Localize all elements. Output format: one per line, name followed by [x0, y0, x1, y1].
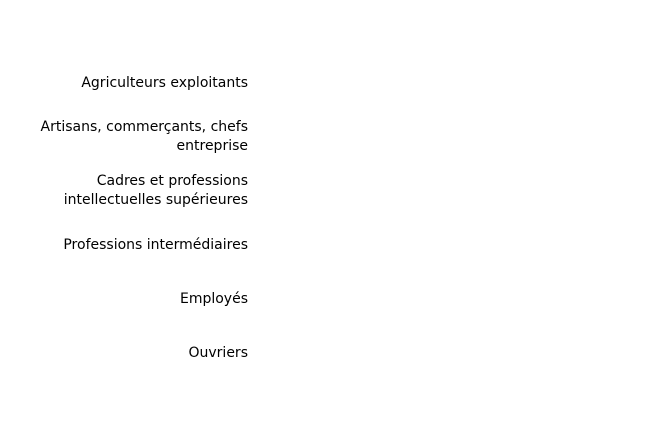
category-label: Cadres et professions intellectuelles su…: [63, 173, 248, 208]
category-label: Ouvriers: [188, 344, 249, 361]
category-label: Agriculteurs exploitants: [81, 74, 248, 91]
category-label: Professions intermédiaires: [63, 236, 248, 253]
category-label: Artisans, commerçants, chefs entreprise: [40, 119, 249, 154]
category-label: Employés: [179, 290, 248, 307]
